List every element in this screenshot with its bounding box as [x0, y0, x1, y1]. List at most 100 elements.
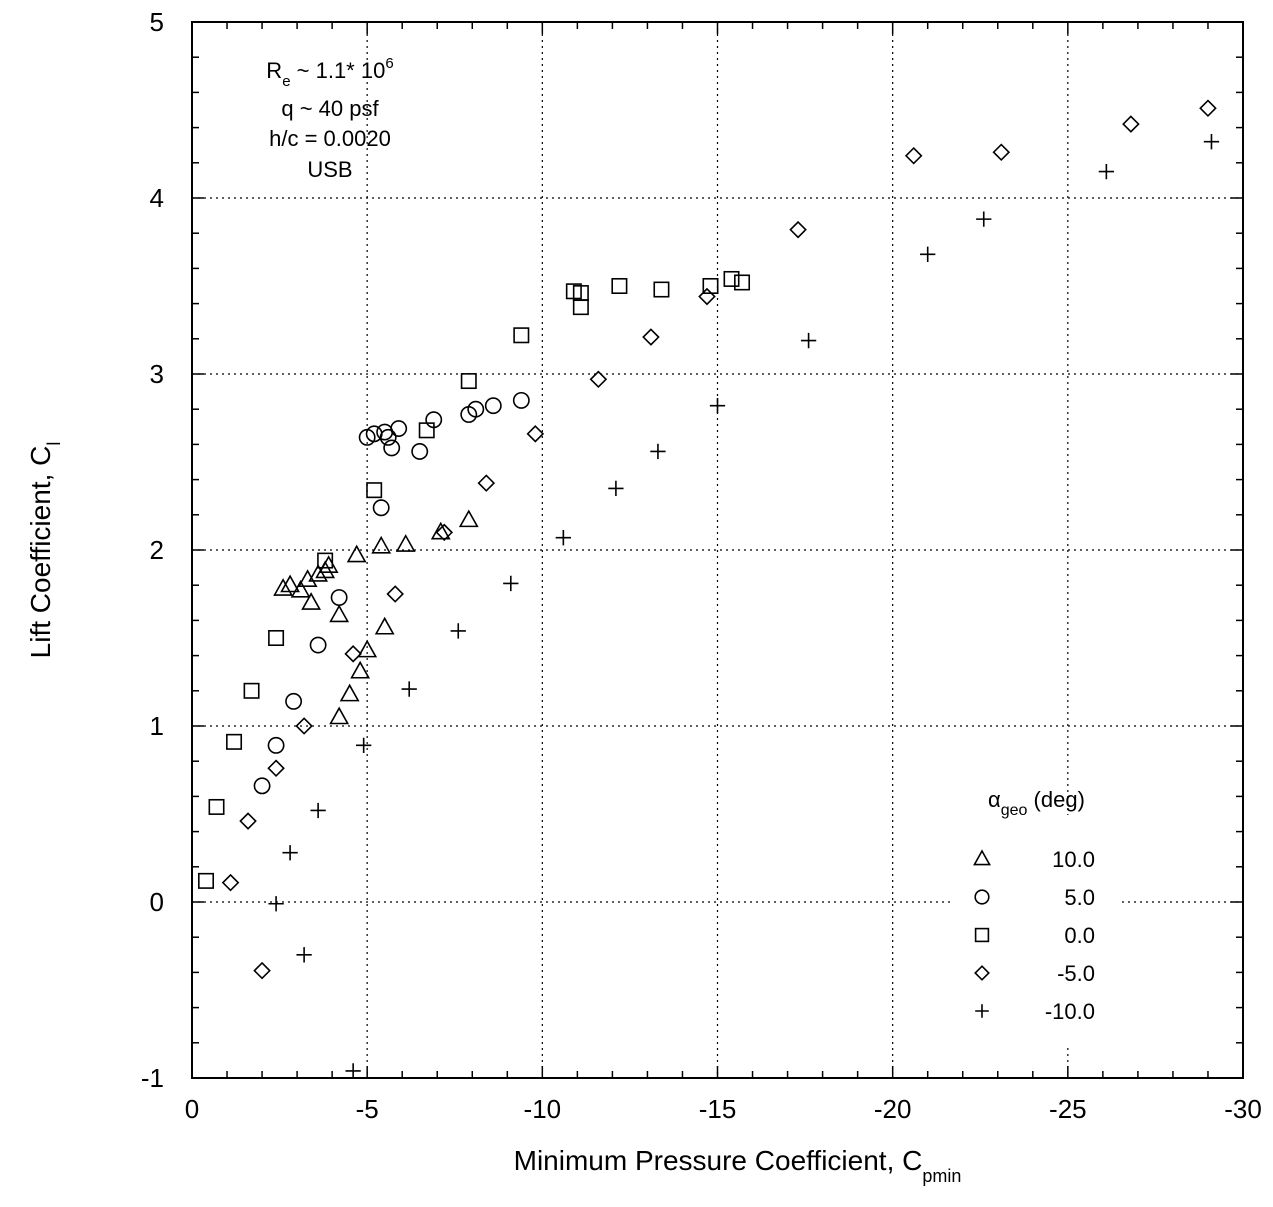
y-tick-label: 0 [150, 887, 164, 917]
data-point-diamond [526, 425, 545, 443]
legend-item: 10.0 [973, 847, 1095, 872]
legend-label: 10.0 [1052, 847, 1095, 872]
data-point-plus [976, 211, 992, 227]
data-point-plus [450, 623, 466, 639]
data-point-diamond [267, 759, 285, 778]
data-point-square [226, 733, 243, 750]
y-tick-label: -1 [141, 1063, 164, 1093]
plot-frame [191, 21, 1244, 1079]
y-tick-label: 1 [150, 711, 164, 741]
data-point-triangle [346, 544, 367, 563]
data-point-plus [1203, 134, 1220, 150]
conditions-annotation: Re ~ 1.1* 106 q ~ 40 psf h/c = 0.0020 US… [266, 55, 393, 182]
data-point-plus [268, 896, 284, 912]
data-point-plus [608, 480, 624, 497]
data-point-triangle [430, 521, 451, 540]
x-tick-labels: 0 -5 -10 -15 -20 -25 -30 [185, 1094, 1262, 1124]
data-point-circle [285, 692, 303, 710]
data-point-triangle [297, 569, 318, 588]
data-point-square [460, 373, 477, 390]
data-point-square [198, 872, 215, 889]
legend-label: 5.0 [1064, 885, 1095, 910]
data-point-diamond [992, 143, 1011, 162]
data-point-diamond [344, 645, 362, 663]
x-axis-title: Minimum Pressure Coefficient, Cpmin [514, 1145, 962, 1186]
data-point-circle [330, 589, 348, 606]
data-point-square [723, 270, 740, 287]
x-tick-label: -25 [1049, 1094, 1087, 1124]
data-point-square [513, 327, 530, 344]
data-point-plus [356, 737, 372, 754]
gap-ratio-label: h/c = 0.0020 [269, 126, 391, 151]
data-point-plus [800, 332, 817, 349]
legend-items: 10.0 5.0 0.0 -5.0 -10.0 [973, 847, 1095, 1024]
data-point-square [653, 281, 670, 298]
data-point-circle [467, 400, 485, 418]
x-tick-label: -10 [524, 1094, 562, 1124]
data-point-square [243, 682, 260, 699]
series-triangle [273, 509, 479, 725]
legend-label: 0.0 [1064, 923, 1095, 948]
series-plus [268, 134, 1220, 1079]
data-point-square [418, 422, 435, 439]
x-tick-label: -5 [356, 1094, 379, 1124]
series-diamond [221, 99, 1217, 980]
data-point-triangle [339, 683, 360, 702]
re-subscript: e [282, 73, 290, 90]
reynolds-number-label: Re ~ 1.1* 106 [266, 55, 393, 90]
legend-title: αgeo (deg) [988, 787, 1085, 819]
legend-title-subscript: geo [1001, 802, 1028, 819]
data-point-plus [650, 443, 666, 460]
legend-marker-diamond [974, 965, 990, 981]
re-value: ~ 1.1* 10 [291, 58, 386, 83]
legend: αgeo (deg) 10.0 5.0 0.0 -5.0 -10.0 [950, 787, 1120, 1045]
data-point-diamond [253, 961, 271, 980]
legend-item: -5.0 [974, 961, 1095, 986]
legend-title-units: (deg) [1027, 787, 1084, 812]
y-tick-labels: -1 0 1 2 3 4 5 [141, 7, 164, 1093]
data-point-diamond [904, 146, 923, 165]
data-point-diamond [1199, 99, 1217, 118]
data-point-circle [390, 420, 408, 438]
data-point-circle [372, 499, 390, 517]
data-point-plus [1098, 163, 1115, 180]
y-axis-title-subscript: l [44, 442, 64, 446]
legend-marker-plus [975, 1004, 989, 1018]
data-point-circle [512, 391, 530, 409]
legend-item: 0.0 [974, 923, 1095, 948]
data-point-diamond [789, 220, 807, 239]
data-point-square [611, 277, 628, 294]
data-point-diamond [221, 873, 240, 892]
data-point-triangle [290, 579, 311, 598]
data-point-diamond [435, 523, 454, 542]
data-point-diamond [1122, 115, 1140, 133]
y-tick-label: 3 [150, 359, 164, 389]
legend-title-alpha: α [988, 787, 1001, 812]
data-point-square [208, 798, 225, 815]
data-point-square [366, 482, 383, 499]
legend-marker-circle [974, 889, 990, 905]
data-point-triangle [371, 535, 392, 554]
data-point-circle [411, 442, 429, 460]
data-point-circle [484, 397, 502, 415]
data-points [198, 99, 1220, 1079]
series-square [198, 270, 751, 889]
data-point-plus [296, 947, 312, 963]
data-point-circle [376, 423, 394, 441]
legend-marker-square [974, 927, 990, 943]
data-point-circle [383, 439, 401, 457]
data-point-diamond [386, 585, 404, 603]
data-point-circle [309, 636, 327, 654]
grid-lines [192, 22, 1243, 1078]
data-point-square [317, 552, 334, 569]
data-point-plus [282, 845, 298, 861]
data-point-square [734, 274, 751, 291]
data-point-triangle [374, 616, 395, 635]
data-point-triangle [329, 706, 350, 725]
data-point-triangle [395, 534, 416, 552]
data-point-square [572, 299, 589, 316]
x-tick-label: 0 [185, 1094, 199, 1124]
x-tick-label: -30 [1224, 1094, 1262, 1124]
configuration-label: USB [307, 157, 352, 182]
